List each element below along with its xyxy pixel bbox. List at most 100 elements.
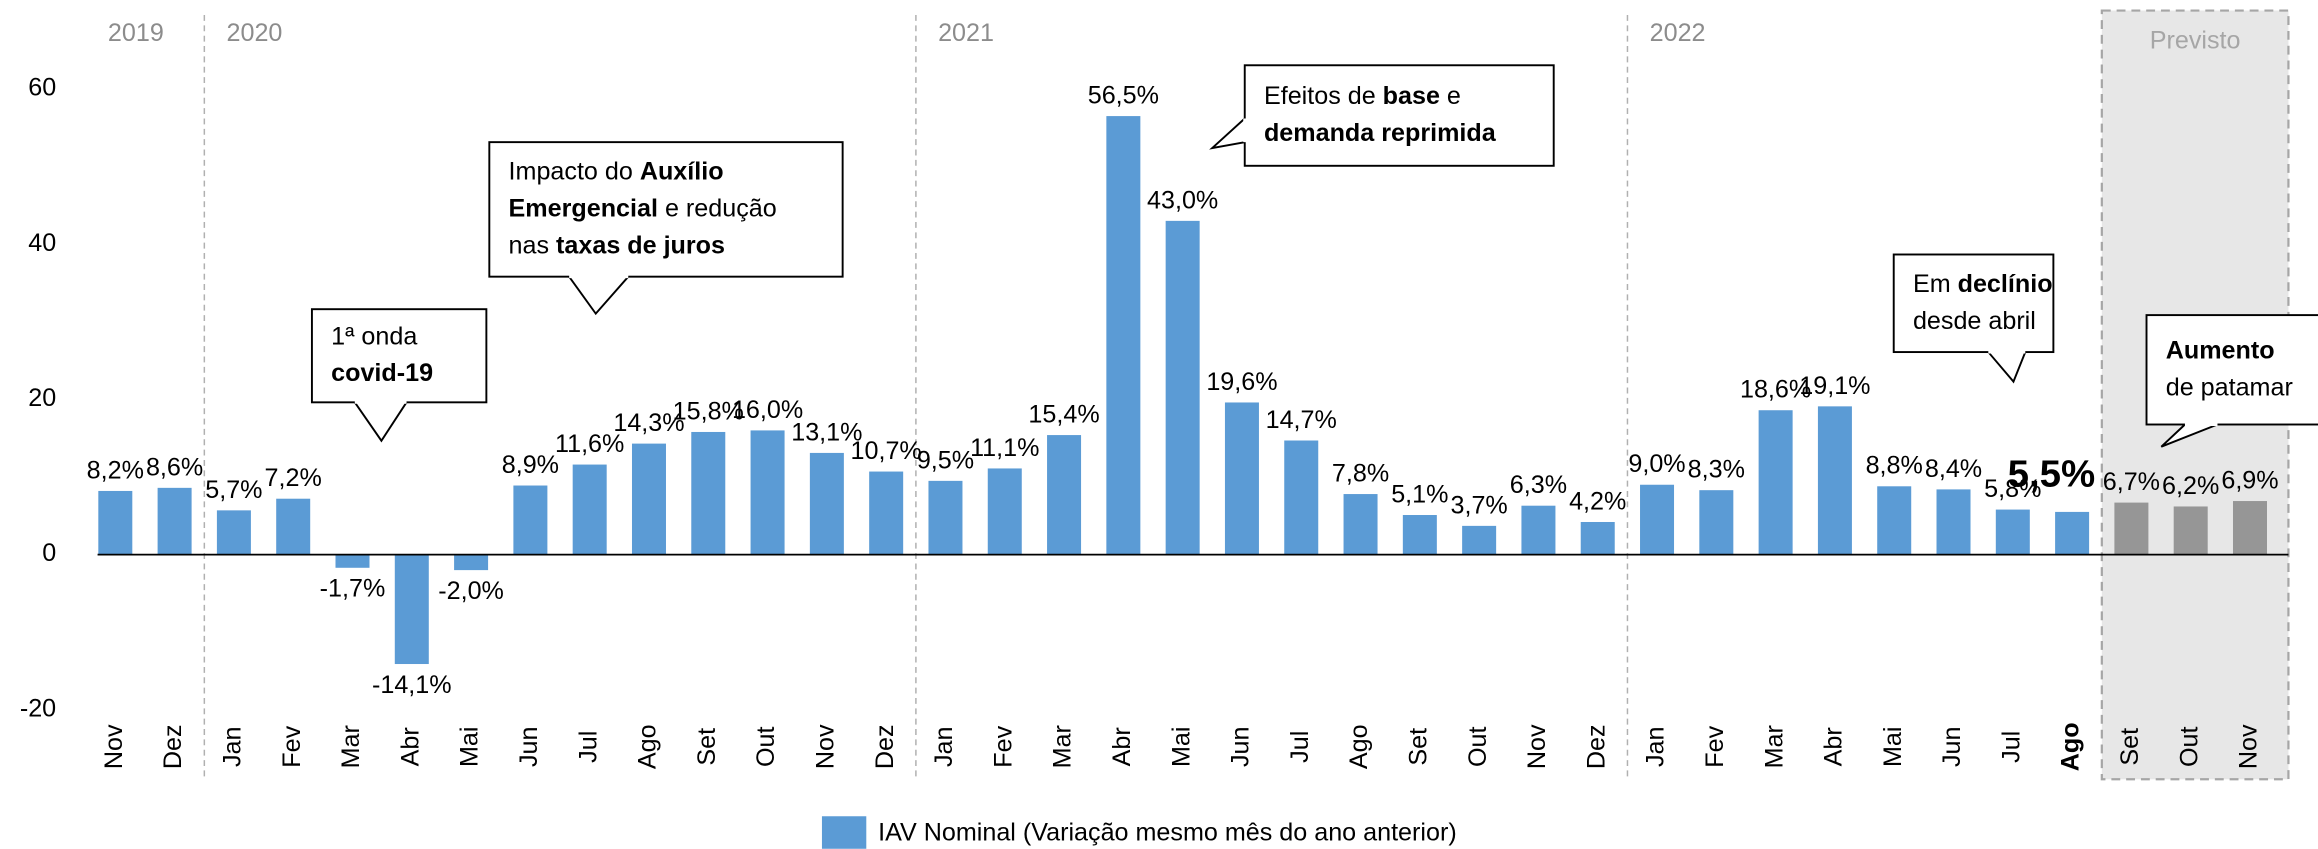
bar bbox=[1758, 410, 1793, 555]
bar bbox=[869, 471, 904, 555]
x-tick-label: Set bbox=[693, 728, 721, 766]
value-label: 5,5% bbox=[2008, 453, 2096, 496]
value-label: 8,4% bbox=[1925, 455, 1982, 483]
x-tick-label: Set bbox=[2116, 728, 2144, 766]
callout-run: base bbox=[1383, 82, 1440, 110]
bar bbox=[157, 487, 192, 555]
bar bbox=[1580, 521, 1615, 555]
callout-run: Em bbox=[1913, 269, 1958, 297]
forecast-label: Previsto bbox=[2150, 26, 2241, 54]
bar bbox=[1640, 484, 1675, 555]
value-label: -2,0% bbox=[438, 577, 504, 605]
bar bbox=[454, 554, 489, 571]
bar bbox=[2114, 502, 2149, 555]
x-tick-label: Jun bbox=[1938, 727, 1966, 768]
bar bbox=[216, 510, 251, 555]
callout-text: Efeitos de base e bbox=[1264, 82, 1461, 110]
callout-run: Efeitos de bbox=[1264, 82, 1383, 110]
callout-box bbox=[310, 308, 488, 404]
bar bbox=[1699, 490, 1734, 555]
callout: Em declínio desde abril bbox=[1892, 253, 2055, 384]
bar bbox=[1165, 220, 1200, 555]
x-tick-label: Dez bbox=[871, 724, 899, 769]
x-tick-label: Jul bbox=[1997, 731, 2025, 763]
bar bbox=[1936, 489, 1971, 555]
y-tick-label: 20 bbox=[28, 384, 56, 412]
legend-swatch bbox=[821, 816, 867, 849]
callout-text: Aumento bbox=[2166, 336, 2275, 364]
callout-pointer bbox=[1209, 116, 1246, 150]
x-tick-label: Ago bbox=[1345, 724, 1373, 769]
callout: Aumento de patamar bbox=[2145, 314, 2318, 448]
x-tick-label: Mai bbox=[1879, 727, 1907, 767]
x-tick-label: Abr bbox=[1108, 727, 1136, 766]
value-label: 13,1% bbox=[791, 418, 862, 446]
value-label: 9,0% bbox=[1628, 450, 1685, 478]
value-label: 7,2% bbox=[265, 464, 322, 492]
bar bbox=[335, 554, 370, 568]
bar bbox=[572, 464, 607, 555]
callout: Efeitos de base e demanda reprimida bbox=[1209, 64, 1555, 167]
year-label: 2021 bbox=[938, 19, 994, 47]
callout-run: covid-19 bbox=[331, 359, 433, 387]
x-tick-label: Abr bbox=[396, 727, 424, 766]
x-tick-label: Mar bbox=[1760, 725, 1788, 768]
value-label: 14,3% bbox=[613, 409, 684, 437]
callout-box bbox=[1892, 253, 2055, 354]
bar bbox=[691, 431, 726, 555]
x-tick-label: Jan bbox=[1642, 727, 1670, 768]
callout-text: Em declínio bbox=[1913, 269, 2053, 297]
bar bbox=[1106, 116, 1141, 555]
x-tick-label: Out bbox=[1464, 727, 1492, 768]
bar bbox=[1817, 406, 1852, 555]
bar bbox=[276, 498, 311, 555]
value-label: 19,1% bbox=[1799, 372, 1870, 400]
x-tick-label: Mar bbox=[337, 725, 365, 768]
callout-box bbox=[1243, 64, 1555, 167]
bar bbox=[1047, 435, 1082, 555]
value-label: 19,6% bbox=[1206, 368, 1277, 396]
year-label: 2020 bbox=[227, 19, 283, 47]
year-label: 2022 bbox=[1650, 19, 1706, 47]
x-tick-label: Out bbox=[752, 727, 780, 768]
callout-run: de patamar bbox=[2166, 373, 2293, 401]
y-tick-label: 40 bbox=[28, 229, 56, 257]
y-tick-label: 60 bbox=[28, 74, 56, 102]
callout-box bbox=[2145, 314, 2318, 426]
value-label: 15,4% bbox=[1028, 400, 1099, 428]
x-tick-label: Jan bbox=[219, 727, 247, 768]
value-label: 8,2% bbox=[87, 456, 144, 484]
value-label: 3,7% bbox=[1450, 491, 1507, 519]
value-label: 8,9% bbox=[502, 451, 559, 479]
year-label: 2019 bbox=[108, 19, 164, 47]
value-label: 5,7% bbox=[205, 476, 262, 504]
x-tick-label: Fev bbox=[989, 725, 1017, 767]
callout-text: demanda reprimida bbox=[1264, 119, 1497, 147]
callout-run: taxas de juros bbox=[556, 231, 725, 259]
value-label: 7,8% bbox=[1332, 459, 1389, 487]
x-tick-label: Ago bbox=[2057, 722, 2085, 771]
bar bbox=[750, 430, 785, 555]
value-label: 16,0% bbox=[732, 396, 803, 424]
value-label: 6,7% bbox=[2103, 468, 2160, 496]
value-label: -1,7% bbox=[320, 575, 386, 603]
bar bbox=[1343, 494, 1378, 555]
x-tick-label: Mai bbox=[1167, 727, 1195, 768]
value-label: 5,8% bbox=[1984, 475, 2041, 503]
callout: 1ª onda covid-19 bbox=[310, 308, 488, 443]
callout-run: demanda reprimida bbox=[1264, 119, 1497, 147]
callout-box bbox=[488, 141, 844, 278]
callout-run: nas bbox=[509, 231, 556, 259]
bar bbox=[2232, 501, 2267, 555]
x-tick-label: Nov bbox=[100, 724, 128, 769]
bar bbox=[1224, 402, 1259, 555]
value-label: 8,8% bbox=[1866, 452, 1923, 480]
callout-text: nas taxas de juros bbox=[509, 231, 725, 259]
value-label: 11,1% bbox=[970, 434, 1039, 462]
x-tick-label: Nov bbox=[1523, 724, 1551, 769]
x-tick-label: Out bbox=[2175, 727, 2203, 768]
value-label: 5,1% bbox=[1391, 480, 1448, 508]
callout-text: 1ª onda bbox=[331, 322, 417, 350]
callout-text: Emergencial e redução bbox=[509, 194, 777, 222]
